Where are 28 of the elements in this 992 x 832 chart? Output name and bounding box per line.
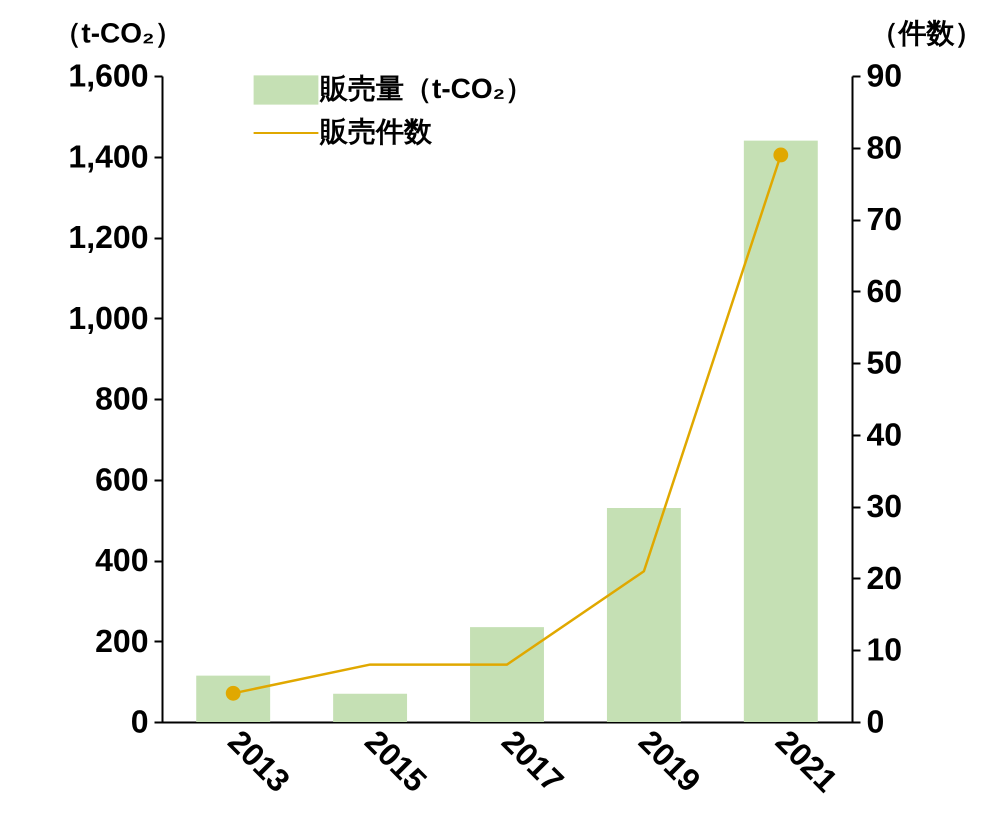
y2-axis-title: （件数） — [870, 18, 982, 48]
bar — [470, 627, 544, 722]
y2-tick-label: 10 — [866, 632, 902, 668]
y2-tick-label: 90 — [866, 58, 902, 94]
y-tick-label: 0 — [130, 704, 148, 740]
y2-tick-label: 60 — [866, 272, 902, 309]
bar — [744, 140, 818, 722]
y2-tick-label: 0 — [866, 704, 884, 740]
y-tick-label: 200 — [95, 622, 148, 659]
y-tick-label: 1,000 — [68, 300, 148, 336]
legend-label: 販売量（t-CO₂） — [319, 73, 534, 104]
y-tick-label: 800 — [95, 380, 148, 416]
bar — [196, 676, 270, 722]
y2-tick-label: 50 — [866, 344, 902, 381]
y2-tick-label: 70 — [866, 201, 902, 238]
y2-tick-label: 40 — [866, 416, 902, 452]
y-axis-title: （t-CO₂） — [53, 18, 182, 48]
bar — [606, 508, 681, 722]
y2-tick-label: 80 — [866, 129, 902, 166]
y-tick-label: 400 — [95, 542, 148, 578]
bar — [333, 694, 408, 722]
y-tick-label: 1,600 — [68, 58, 148, 94]
y-tick-label: 1,400 — [68, 138, 148, 174]
y2-tick-label: 20 — [866, 560, 902, 596]
y-tick-label: 1,200 — [68, 219, 148, 255]
legend-label: 販売件数 — [319, 116, 433, 147]
y-tick-label: 600 — [95, 461, 148, 498]
y2-tick-label: 30 — [866, 488, 902, 524]
